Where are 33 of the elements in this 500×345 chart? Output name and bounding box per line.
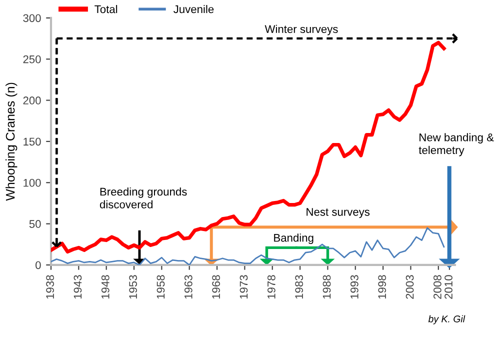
y-tick-label: 50 bbox=[29, 220, 41, 228]
legend-label: Total bbox=[94, 4, 118, 14]
legend-label: Juvenile bbox=[174, 4, 214, 14]
x-tick-label: 1998 bbox=[378, 275, 386, 299]
y-tick-label: 300 bbox=[23, 14, 41, 22]
x-tick-label: 1958 bbox=[156, 275, 165, 299]
y-tick-label: 150 bbox=[24, 138, 41, 146]
annotation: Breeding grounds discovered bbox=[100, 187, 187, 208]
text: by K. Gil bbox=[428, 315, 466, 324]
x-tick-label: 1993 bbox=[350, 275, 358, 299]
x-tick-label: 1938 bbox=[46, 275, 54, 299]
y-tick-label: 250 bbox=[23, 55, 41, 64]
x-tick-label: 2003 bbox=[406, 275, 414, 299]
x-tick-label: 1988 bbox=[322, 275, 331, 299]
x-tick-label: 1963 bbox=[184, 275, 192, 299]
annotation: Banding bbox=[274, 234, 314, 244]
annotation: Winter surveys bbox=[264, 24, 338, 36]
y-axis-title: Whooping Cranes (n) bbox=[6, 82, 18, 201]
x-tick-label: 1948 bbox=[101, 275, 110, 299]
y-tick-label: 0 bbox=[36, 261, 41, 270]
x-tick-label: 1943 bbox=[74, 275, 82, 299]
y-tick-label: 100 bbox=[24, 178, 41, 187]
x-tick-label: 1973 bbox=[240, 275, 248, 299]
x-tick-label: 1983 bbox=[295, 275, 304, 299]
x-tick-label: 1968 bbox=[212, 275, 220, 299]
x-tick-label: 1953 bbox=[129, 275, 137, 299]
line-series bbox=[51, 227, 445, 265]
annotation: Nest surveys bbox=[306, 208, 370, 218]
x-tick-label: 1978 bbox=[267, 275, 276, 299]
y-tick-label: 200 bbox=[23, 96, 41, 104]
annotation: New banding & telemetry bbox=[418, 133, 494, 156]
x-tick-label: 2010 bbox=[444, 275, 452, 299]
x-tick-label: 2008 bbox=[434, 275, 442, 299]
